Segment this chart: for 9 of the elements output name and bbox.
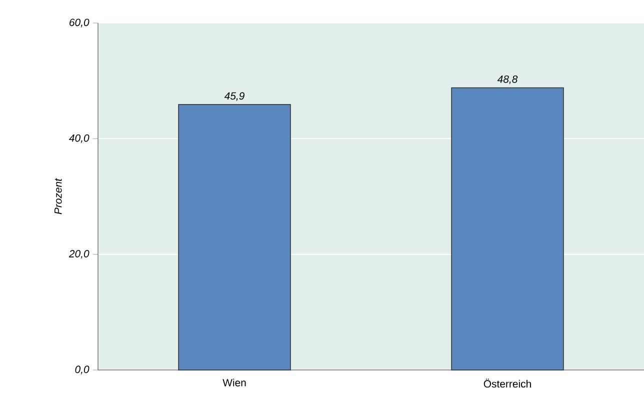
y-tick-label: 40,0 [69,134,90,143]
data-label: 48,8 [497,75,518,84]
y-axis-title: Prozent [54,178,62,214]
y-tick-label: 60,0 [70,18,90,28]
y-tick-label: 0,0 [75,366,90,374]
y-tick-label: 20,0 [68,250,90,259]
x-tick-label: Wien [222,378,246,386]
x-tick-label: Österreich [484,378,531,388]
data-label: 45,9 [224,92,244,101]
